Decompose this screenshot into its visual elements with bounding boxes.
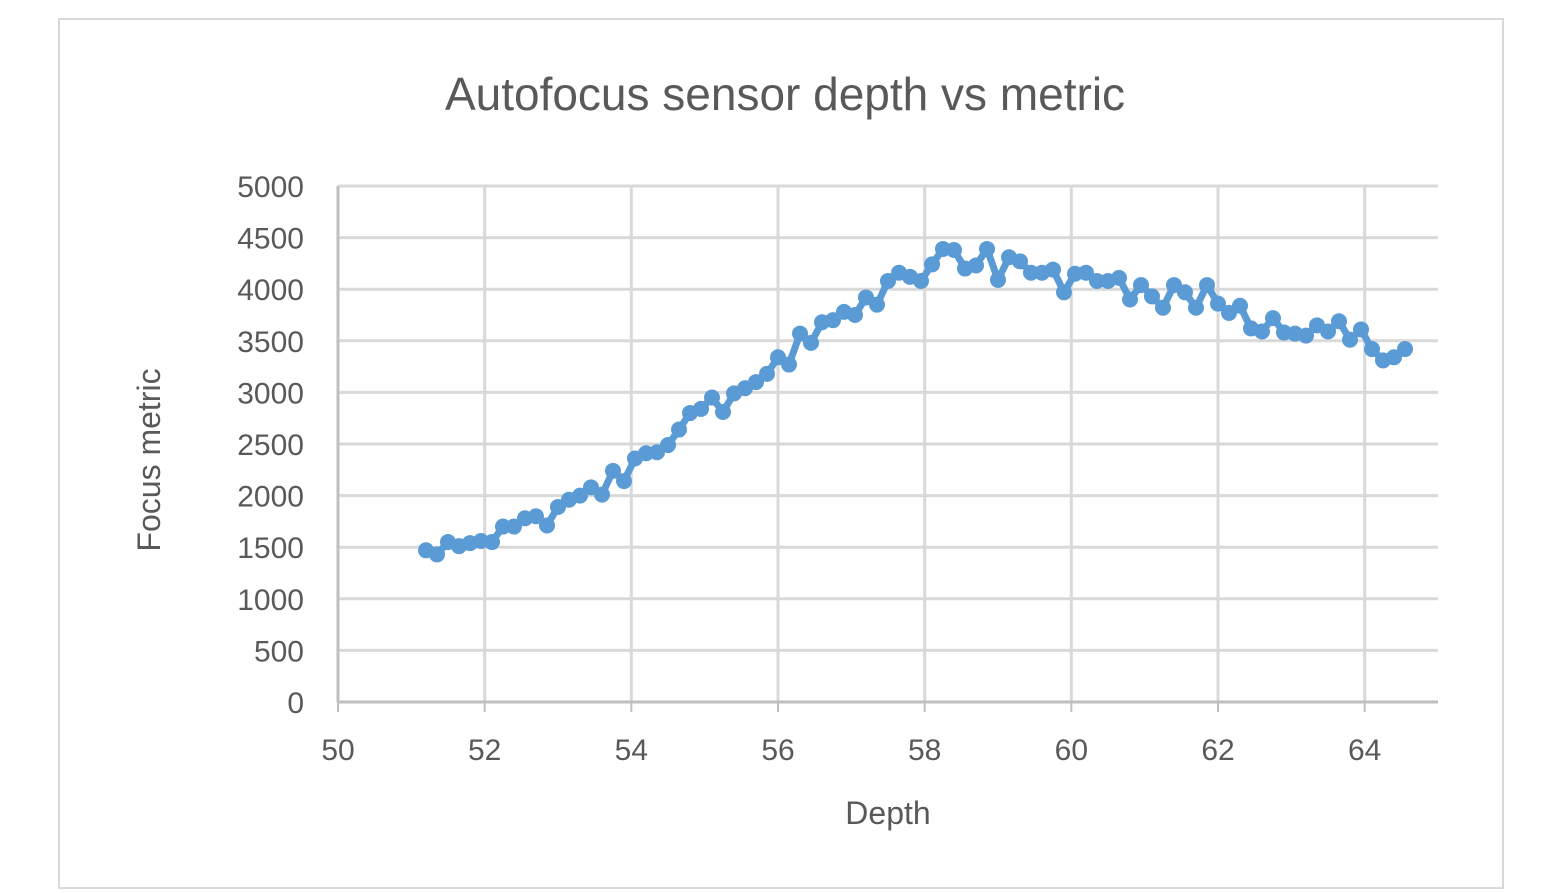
- data-point: [693, 400, 709, 417]
- data-point: [968, 257, 984, 274]
- data-point: [1199, 277, 1215, 294]
- data-point: [979, 240, 995, 257]
- y-tick-label: 1000: [237, 584, 304, 617]
- data-point: [671, 421, 687, 438]
- y-tick-label: 5000: [237, 171, 304, 204]
- y-tick-label: 4500: [237, 223, 304, 256]
- x-tick-label: 50: [321, 734, 354, 767]
- data-point: [1331, 313, 1347, 330]
- series-focus-metric: [418, 240, 1413, 563]
- x-tick-label: 62: [1201, 734, 1234, 767]
- data-point: [1210, 295, 1226, 312]
- x-tick-label: 64: [1348, 734, 1381, 767]
- data-point: [1078, 264, 1094, 281]
- data-point: [704, 389, 720, 406]
- y-tick-label: 3000: [237, 377, 304, 410]
- data-point: [506, 518, 522, 535]
- data-point: [1298, 327, 1314, 344]
- data-point: [924, 256, 940, 273]
- data-point: [1056, 284, 1072, 301]
- x-tick-label: 58: [908, 734, 941, 767]
- y-tick-label: 3500: [237, 326, 304, 359]
- data-point: [1353, 321, 1369, 338]
- data-point: [594, 486, 610, 503]
- x-tick-label: 56: [761, 734, 794, 767]
- y-tick-label: 0: [287, 687, 304, 720]
- data-point: [1342, 331, 1358, 348]
- focus-chart: Autofocus sensor depth vs metric 0 500 100…: [131, 68, 1438, 831]
- data-point: [803, 334, 819, 351]
- data-point: [1111, 269, 1127, 286]
- x-tick-labels: 50 52 54 56 58 60 62 64: [321, 734, 1381, 767]
- data-point: [1012, 253, 1028, 270]
- data-point: [869, 296, 885, 313]
- y-axis-title: Focus metric: [131, 368, 167, 551]
- data-point: [1144, 288, 1160, 305]
- data-point: [616, 473, 632, 490]
- data-point: [715, 404, 731, 421]
- x-tick-label: 60: [1055, 734, 1088, 767]
- data-point: [539, 517, 555, 534]
- data-point: [605, 462, 621, 479]
- x-tick-label: 52: [468, 734, 501, 767]
- data-point: [990, 271, 1006, 288]
- data-point: [1023, 264, 1039, 281]
- grid: [338, 184, 1438, 702]
- data-point: [1397, 341, 1413, 358]
- data-point: [1133, 277, 1149, 294]
- data-point: [946, 241, 962, 258]
- data-point: [484, 534, 500, 551]
- data-point: [913, 272, 929, 289]
- data-point: [1364, 341, 1380, 358]
- y-tick-label: 2500: [237, 429, 304, 462]
- data-point: [792, 325, 808, 342]
- data-point: [1188, 299, 1204, 316]
- x-tick-label: 54: [615, 734, 648, 767]
- y-tick-label: 500: [254, 635, 304, 668]
- y-tick-labels: 0 500 1000 1500 2000 2500 3000 3500 4000 4500 5000: [237, 171, 304, 720]
- chart-title: Autofocus sensor depth vs metric: [445, 68, 1125, 120]
- data-point: [1177, 284, 1193, 301]
- data-point: [1254, 323, 1270, 340]
- data-point: [572, 487, 588, 504]
- data-point: [1155, 299, 1171, 316]
- x-axis-title: Depth: [845, 795, 930, 831]
- data-point: [660, 437, 676, 454]
- data-point: [1232, 297, 1248, 314]
- y-tick-label: 1500: [237, 532, 304, 565]
- data-point: [1320, 323, 1336, 340]
- data-point: [880, 272, 896, 289]
- data-point: [1386, 349, 1402, 366]
- series-line: [422, 245, 1409, 558]
- data-point: [1265, 310, 1281, 327]
- data-point: [825, 312, 841, 329]
- y-tick-label: 4000: [237, 274, 304, 307]
- data-point: [781, 356, 797, 373]
- data-point: [528, 508, 544, 525]
- y-tick-label: 2000: [237, 481, 304, 514]
- data-point: [1089, 272, 1105, 289]
- data-point: [847, 307, 863, 323]
- data-point: [495, 518, 511, 535]
- data-point: [748, 374, 764, 391]
- data-point: [759, 365, 775, 382]
- axes: [336, 186, 1438, 712]
- data-point: [429, 546, 445, 563]
- data-point: [1045, 261, 1061, 278]
- data-point: [1122, 291, 1138, 308]
- chart-frame: Autofocus sensor depth vs metric 0 500 100…: [58, 18, 1504, 889]
